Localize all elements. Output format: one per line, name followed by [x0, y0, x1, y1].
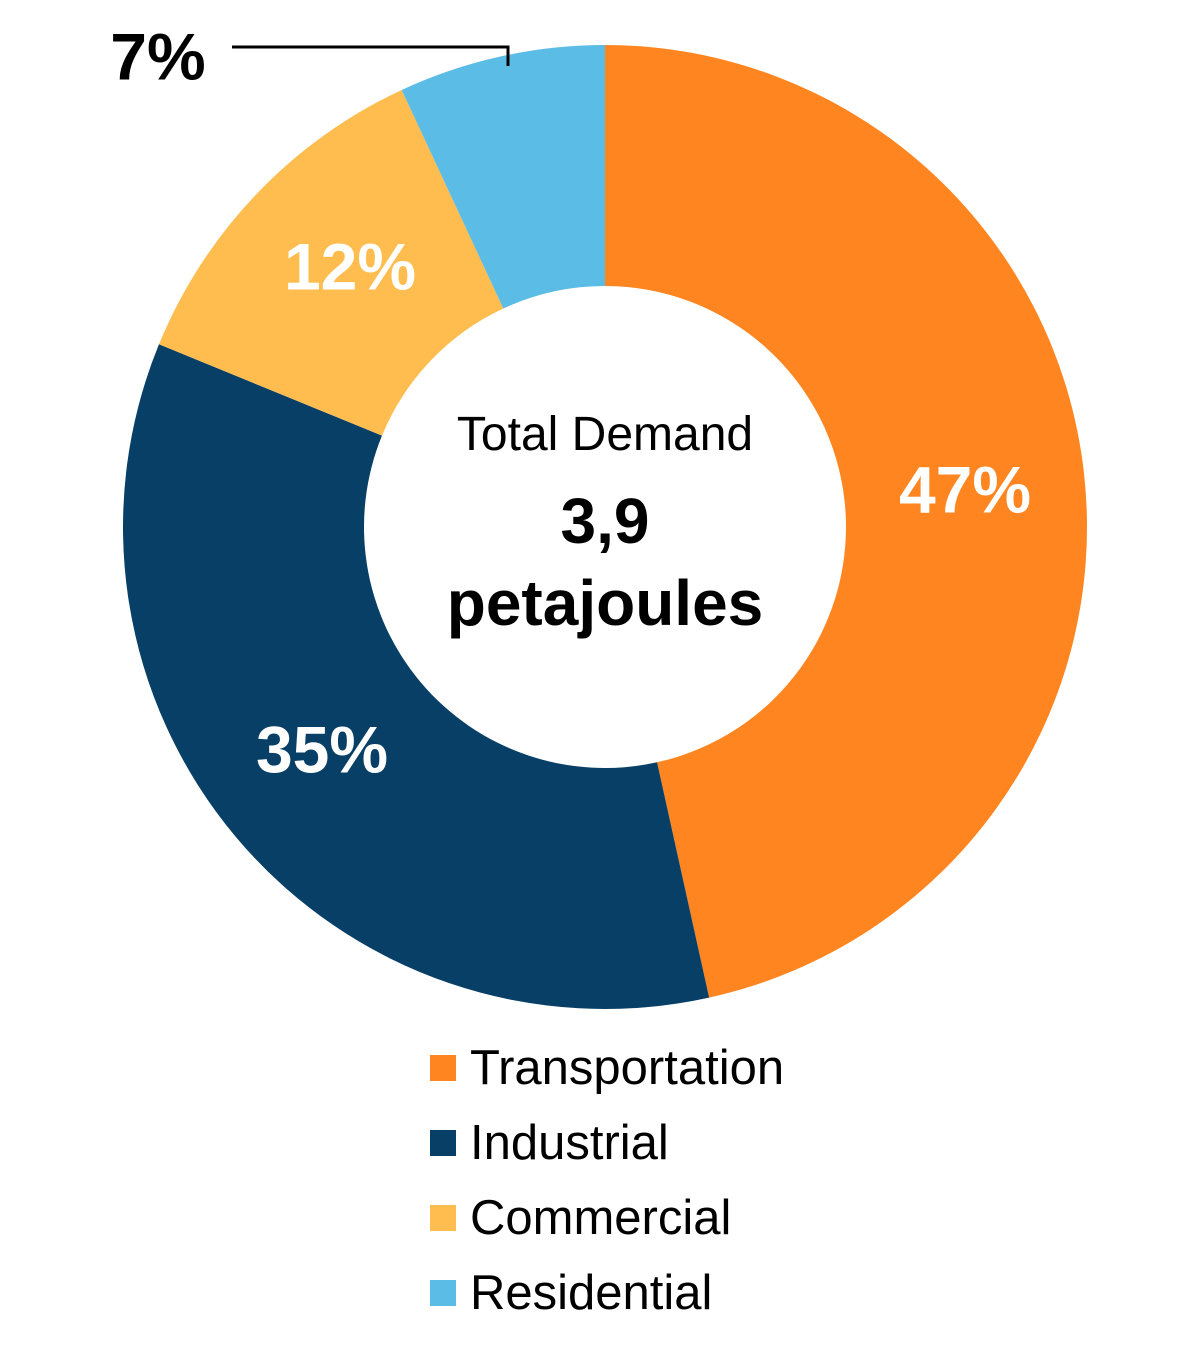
center-value: 3,9 — [561, 485, 650, 557]
legend-swatch — [430, 1279, 456, 1306]
legend-label: Industrial — [470, 1115, 669, 1170]
legend-label: Residential — [470, 1265, 713, 1320]
legend-swatch — [430, 1054, 456, 1081]
legend-item-commercial: Commercial — [430, 1180, 784, 1255]
leader-line-residential — [232, 45, 510, 66]
data-label-residential: 7% — [110, 19, 205, 93]
slice-industrial — [122, 344, 710, 1010]
legend-label: Commercial — [470, 1190, 732, 1245]
legend-swatch — [430, 1204, 456, 1231]
slice-residential — [401, 45, 605, 309]
legend: Transportation Industrial Commercial Res… — [430, 1030, 784, 1330]
data-label-industrial: 35% — [256, 712, 388, 786]
data-label-transportation: 47% — [899, 452, 1031, 526]
legend-swatch — [430, 1129, 456, 1156]
legend-item-transportation: Transportation — [430, 1030, 784, 1105]
center-unit: petajoules — [447, 567, 764, 639]
data-label-commercial: 12% — [284, 229, 416, 303]
legend-label: Transportation — [470, 1040, 785, 1095]
legend-item-industrial: Industrial — [430, 1105, 784, 1180]
legend-item-residential: Residential — [430, 1255, 784, 1330]
center-title: Total Demand — [457, 408, 753, 461]
slice-commercial — [158, 89, 504, 436]
slice-transportation — [605, 45, 1088, 998]
